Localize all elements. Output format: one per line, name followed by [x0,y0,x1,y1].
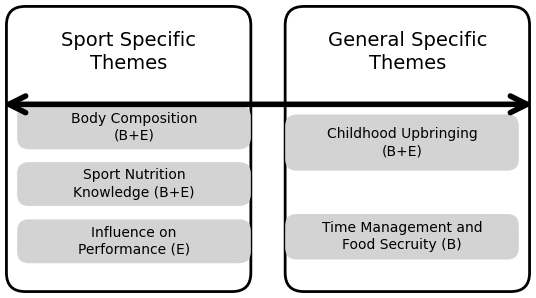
FancyBboxPatch shape [17,162,251,206]
FancyBboxPatch shape [285,7,530,291]
FancyBboxPatch shape [285,214,519,260]
FancyBboxPatch shape [6,7,251,291]
Text: Body Composition
(B+E): Body Composition (B+E) [71,112,197,143]
FancyBboxPatch shape [285,114,519,171]
Text: Influence on
Performance (E): Influence on Performance (E) [78,226,190,257]
FancyBboxPatch shape [17,219,251,263]
Text: Time Management and
Food Secruity (B): Time Management and Food Secruity (B) [322,221,482,252]
Text: Childhood Upbringing
(B+E): Childhood Upbringing (B+E) [326,127,478,158]
Text: Sport Nutrition
Knowledge (B+E): Sport Nutrition Knowledge (B+E) [73,168,195,200]
Text: General Specific
Themes: General Specific Themes [327,31,487,73]
Text: Sport Specific
Themes: Sport Specific Themes [61,31,196,73]
FancyBboxPatch shape [17,105,251,149]
